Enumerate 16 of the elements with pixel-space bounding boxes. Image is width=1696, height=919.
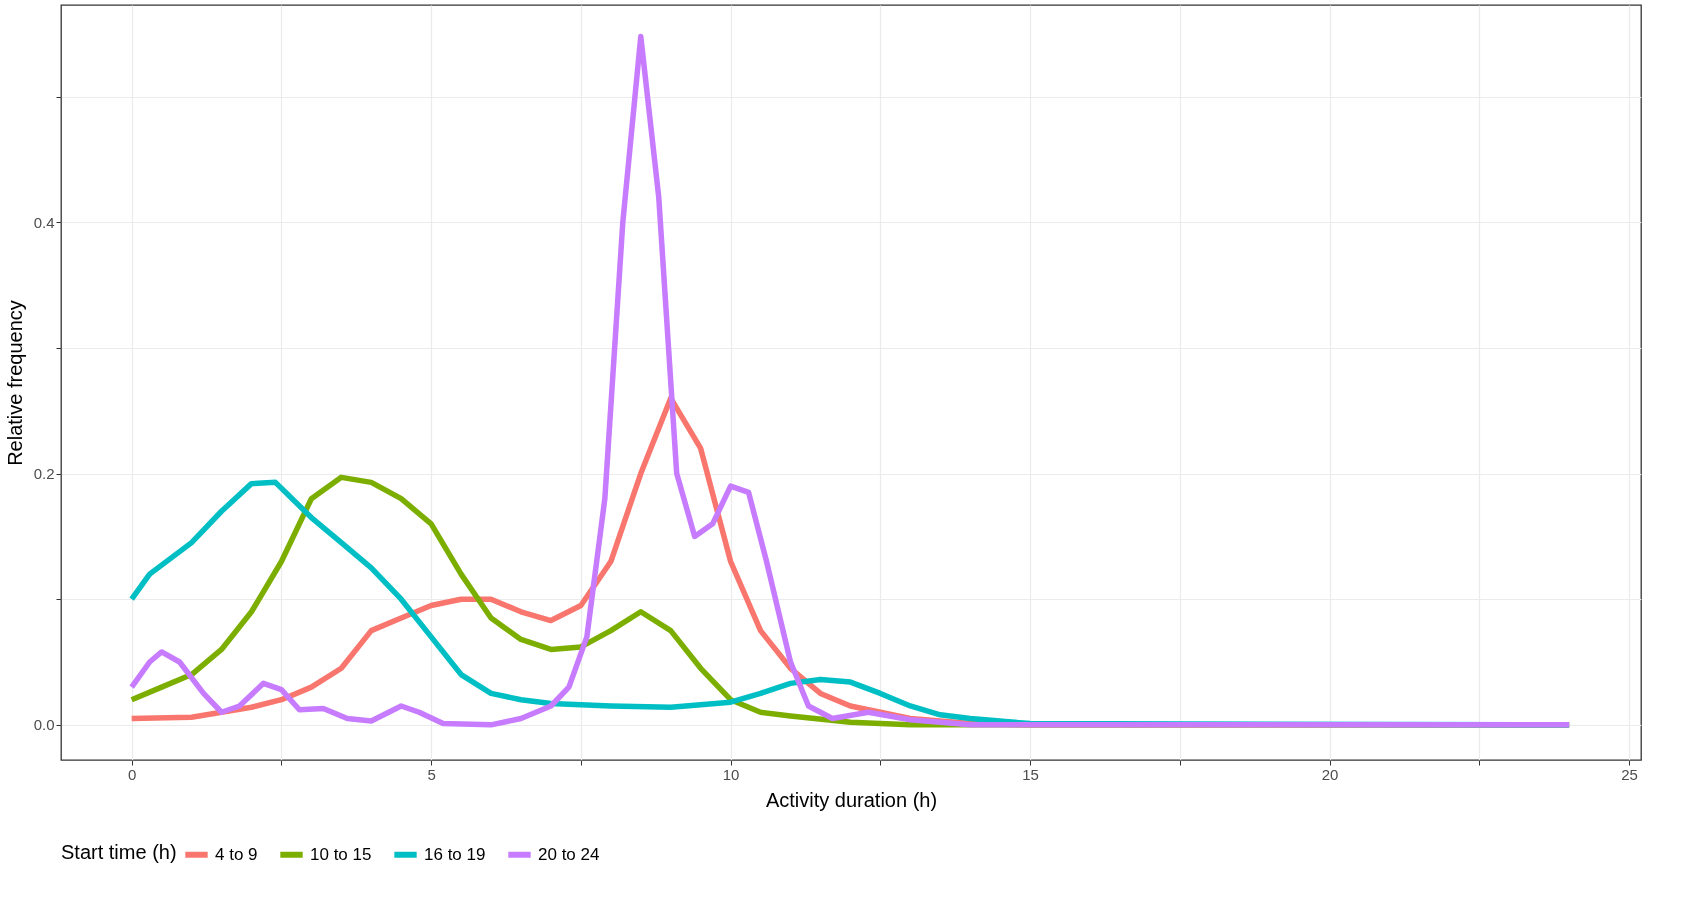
x-tick-label: 0: [128, 765, 137, 783]
legend-title: Start time (h): [61, 841, 177, 863]
x-axis-title: Activity duration (h): [765, 788, 938, 811]
y-tick-label: 0.2: [33, 465, 55, 483]
x-tick-label: 10: [722, 765, 740, 783]
legend-label: 20 to 24: [538, 844, 600, 864]
legend-label: 16 to 19: [424, 844, 486, 864]
x-tick-label: 5: [427, 765, 436, 783]
x-tick-label: 15: [1022, 765, 1039, 783]
y-tick-label: 0.4: [33, 213, 55, 231]
x-tick-label: 25: [1621, 765, 1638, 783]
legend-label: 4 to 9: [215, 844, 258, 864]
x-tick-label: 20: [1321, 765, 1339, 783]
y-axis-title: Relative frequency: [3, 300, 26, 466]
legend-label: 10 to 15: [310, 844, 372, 864]
y-tick-label: 0.0: [33, 716, 55, 734]
